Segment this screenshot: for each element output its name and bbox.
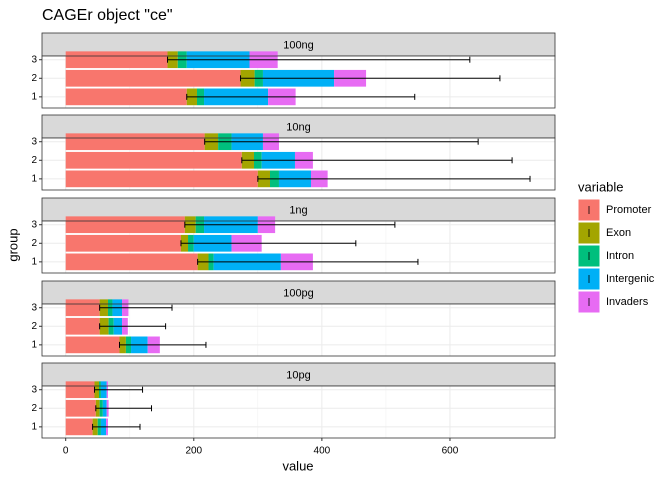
legend-label: Exon — [606, 227, 631, 239]
bar-segment — [65, 88, 187, 106]
panel-border — [41, 55, 556, 109]
bar-segment — [65, 299, 100, 317]
facet-label: 100pg — [283, 287, 314, 299]
y-tick-label: 3 — [31, 136, 37, 147]
bar-segment — [65, 133, 205, 151]
y-tick-label: 3 — [31, 54, 37, 65]
facet-label: 10pg — [286, 369, 310, 381]
y-tick-label: 3 — [31, 219, 37, 230]
bar-segment — [65, 399, 96, 417]
legend-label: Invaders — [606, 296, 649, 308]
y-tick-label: 3 — [31, 302, 37, 313]
facet-label: 1ng — [289, 204, 307, 216]
y-tick-label: 2 — [31, 155, 37, 166]
bar-segment — [65, 336, 120, 354]
panel-border — [41, 303, 556, 357]
legend-label: Intergenic — [606, 273, 655, 285]
legend-label: Promoter — [606, 204, 652, 216]
bar-segment — [65, 418, 93, 436]
x-tick-label: 200 — [185, 446, 202, 457]
y-tick-label: 3 — [31, 384, 37, 395]
y-tick-label: 1 — [31, 421, 37, 432]
legend-label: Intron — [606, 250, 634, 262]
x-axis-label: value — [282, 458, 313, 473]
y-tick-label: 2 — [31, 403, 37, 414]
bar-segment — [65, 170, 258, 188]
y-tick-label: 1 — [31, 173, 37, 184]
x-tick-label: 600 — [442, 446, 459, 457]
panel-border — [41, 220, 556, 274]
y-tick-label: 1 — [31, 256, 37, 267]
panel-border — [41, 137, 556, 191]
x-tick-label: 0 — [63, 446, 69, 457]
panel-border — [41, 385, 556, 439]
bar-segment — [65, 317, 100, 335]
y-tick-label: 2 — [31, 321, 37, 332]
facet-label: 10ng — [286, 121, 310, 133]
bar-segment — [65, 216, 185, 234]
legend-title: variable — [578, 179, 624, 194]
chart-title: CAGEr object "ce" — [42, 7, 173, 24]
bar-segment — [65, 151, 242, 169]
y-axis-label: group — [5, 228, 20, 261]
bar-segment — [65, 51, 168, 69]
bar-segment — [65, 69, 241, 87]
y-tick-label: 2 — [31, 73, 37, 84]
y-tick-label: 1 — [31, 91, 37, 102]
x-tick-label: 400 — [314, 446, 331, 457]
bar-segment — [65, 381, 95, 399]
y-tick-label: 2 — [31, 238, 37, 249]
bar-segment — [65, 234, 181, 252]
bar-segment — [65, 253, 198, 271]
facet-label: 100ng — [283, 39, 314, 51]
panel-background — [42, 386, 555, 438]
y-tick-label: 1 — [31, 339, 37, 350]
